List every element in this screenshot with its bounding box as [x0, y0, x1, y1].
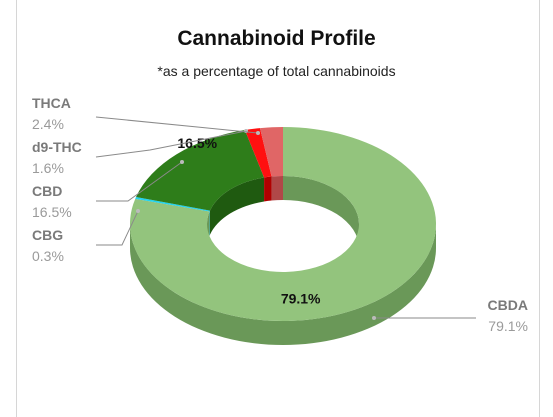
slice-inner-wall-d9-thc	[264, 176, 272, 202]
slice-cbda	[129, 127, 436, 322]
callout-name-d9-thc: d9-THC	[32, 139, 82, 155]
slice-thca	[259, 127, 283, 177]
leader-dot-thca	[256, 131, 260, 135]
callout-value-cbg: 0.3%	[32, 248, 64, 264]
callout-name-cbg: CBG	[32, 227, 63, 243]
slice-inner-wall-thca	[271, 176, 283, 201]
chart-subtitle: *as a percentage of total cannabinoids	[157, 63, 396, 79]
leader-line-cbg	[96, 210, 139, 246]
leader-line-thca	[95, 116, 259, 134]
leader-line-d9-thc	[95, 130, 247, 158]
leader-line-cbd	[96, 161, 183, 202]
callout-name-cbd: CBD	[32, 183, 62, 199]
callout-value-thca: 2.4%	[32, 116, 64, 132]
callout-name-cbda: CBDA	[488, 297, 528, 313]
callout-value-d9-thc: 1.6%	[32, 160, 64, 176]
callout-value-cbd: 16.5%	[32, 204, 72, 220]
slice-d9-thc	[244, 128, 272, 178]
callout-value-cbda: 79.1%	[488, 318, 528, 334]
callout-name-thca: THCA	[32, 95, 71, 111]
leader-dot-cbda	[372, 316, 376, 320]
slice-cbd	[136, 130, 265, 211]
slice-inner-wall-cbd	[209, 177, 265, 235]
leader-dot-cbg	[136, 209, 140, 213]
slice-cbg	[135, 197, 210, 212]
leader-dot-cbd	[180, 160, 184, 164]
inside-label-cbda: 79.1%	[281, 291, 321, 307]
chart-frame	[16, 0, 540, 417]
slice-side-cbda	[130, 224, 436, 345]
slice-inner-wall-cbda	[283, 176, 359, 248]
chart-title: Cannabinoid Profile	[177, 27, 376, 50]
